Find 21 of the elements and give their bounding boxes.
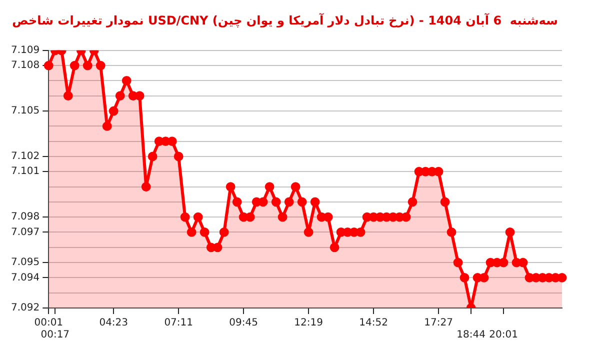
y-tick-label: 7.098 [10,212,40,223]
y-tick-label: 7.095 [10,257,40,268]
y-tick-label: 7.092 [10,302,40,314]
x-tick-label: 00:01 [34,318,64,329]
x-tick-label: 17:27 [424,318,453,329]
y-tick-label: 7.101 [10,166,40,178]
y-tick-label: 7.108 [10,60,40,72]
y-tick-label: 7.105 [10,106,40,117]
chart-title: نمودار تغییرات شاخص USD/CNY (نرخ تبادل دلار آمریکا و یوان چین) - سه‌شنبه 6 آبان 1404 [12,12,558,28]
x-tick-label: 07:11 [164,318,194,329]
x-tick-label: 20:01 [489,330,518,341]
y-tick-label: 7.102 [10,151,40,162]
x-tick-label: 14:52 [359,318,388,329]
x-tick-label: 09:45 [229,318,258,329]
x-tick-label: 04:23 [99,318,128,329]
x-tick-label: 12:19 [294,318,323,329]
y-tick-label: 7.109 [10,44,40,56]
y-tick-label: 7.097 [10,226,40,238]
y-tick-label: 7.094 [10,272,40,284]
x-tick-label: 00:17 [40,330,70,341]
x-tick-label: 18:44 [456,330,486,341]
